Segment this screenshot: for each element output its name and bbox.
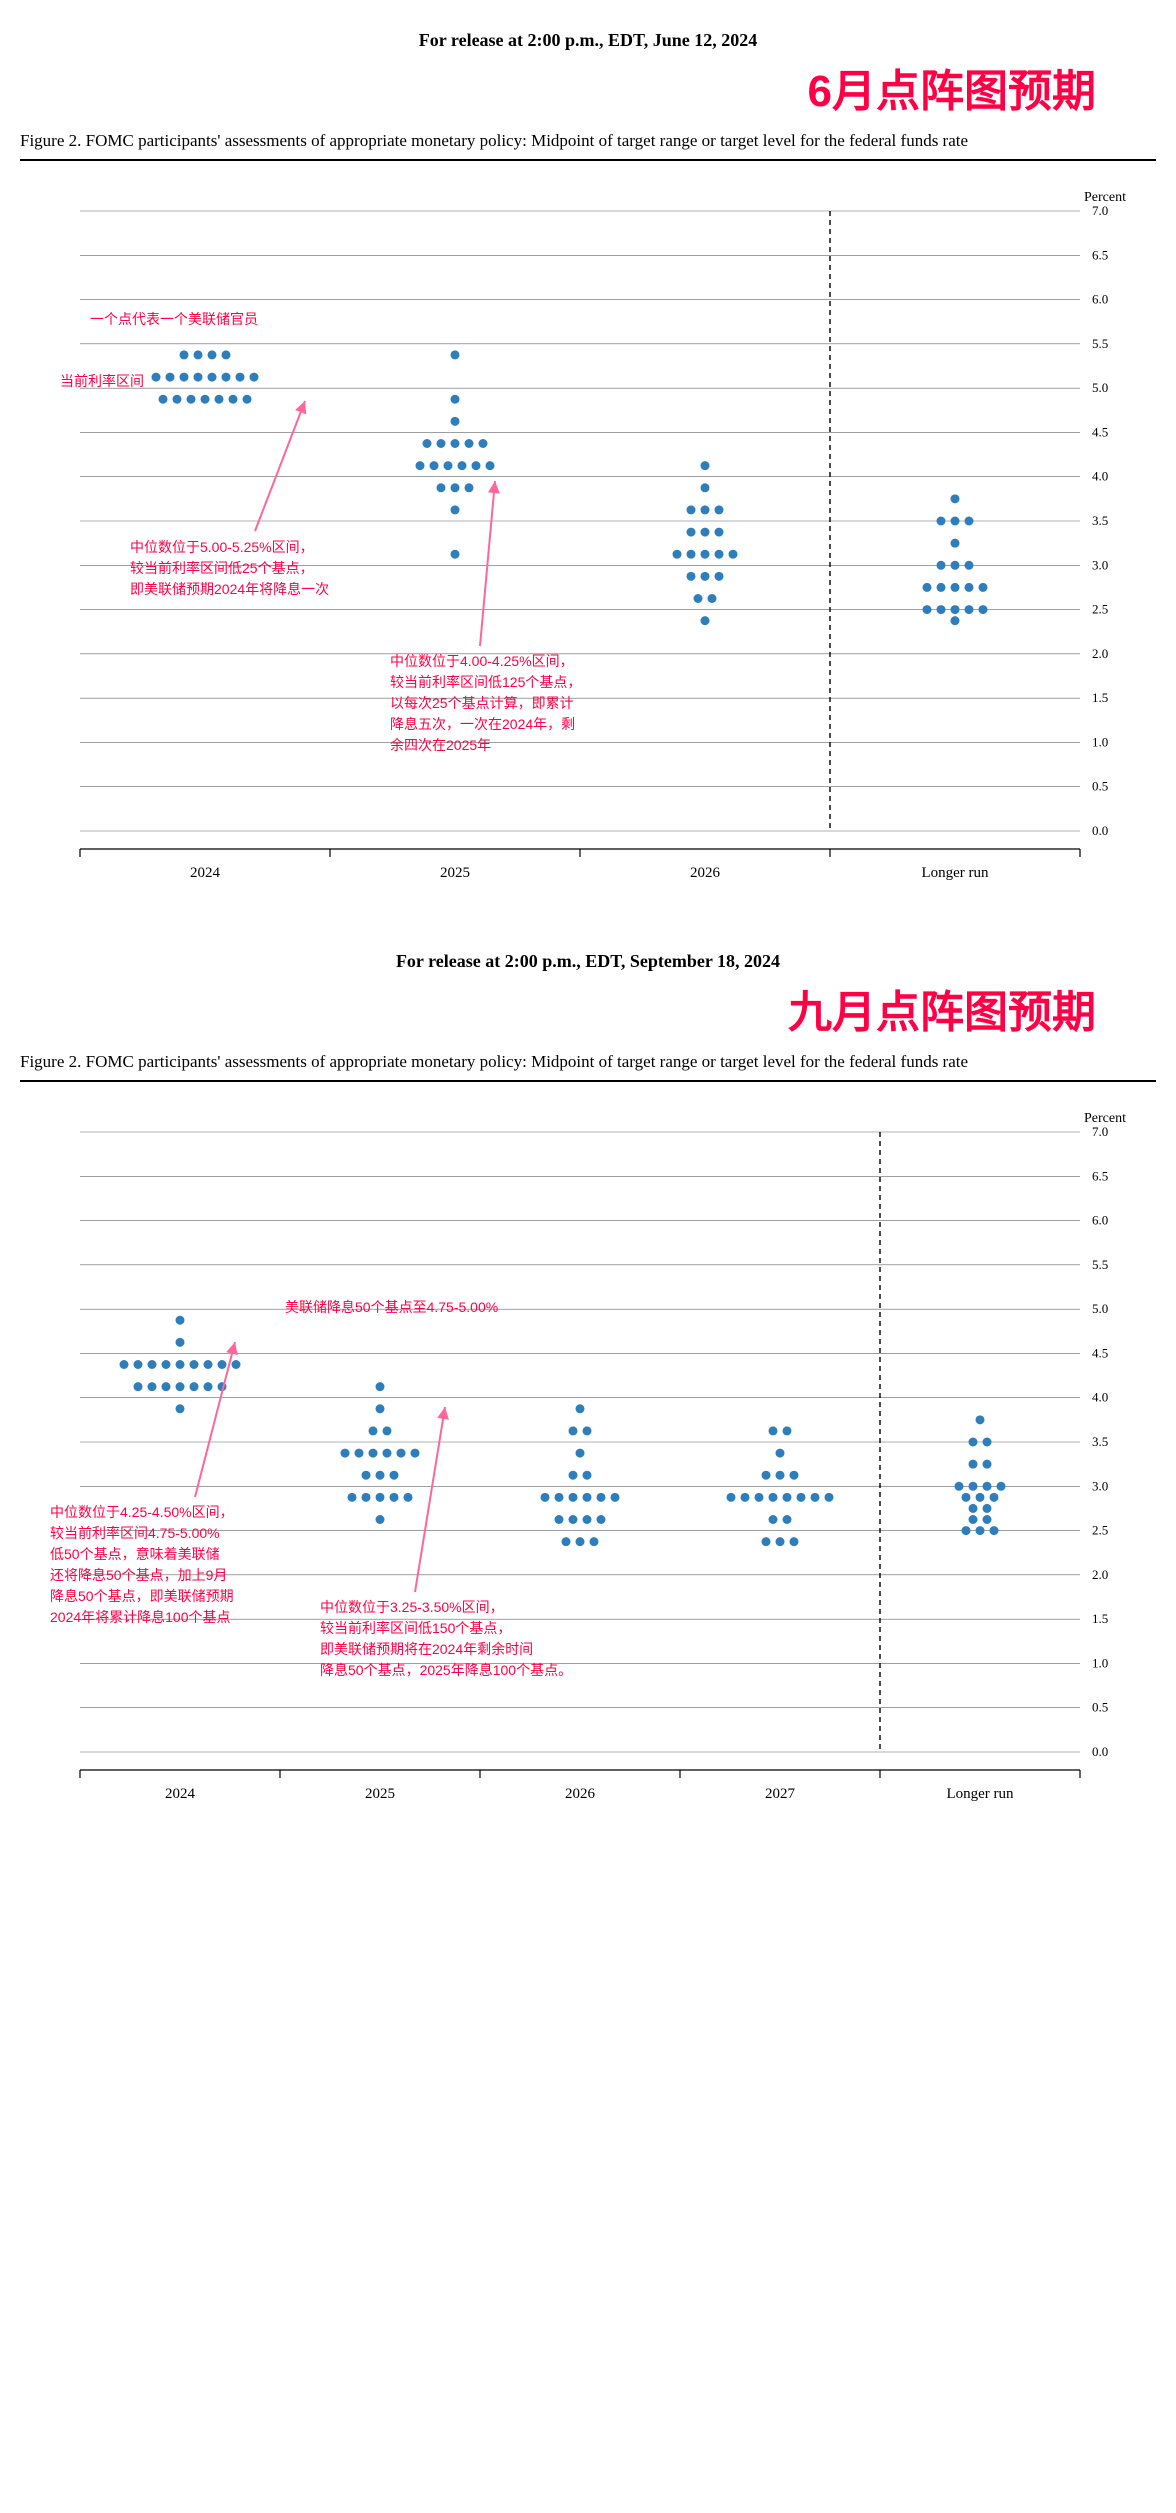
svg-text:2024: 2024 (165, 1786, 196, 1802)
svg-text:0.0: 0.0 (1092, 1744, 1108, 1759)
figure-caption-1: Figure 2. FOMC participants' assessments… (20, 129, 1156, 153)
dot-plot-1: 0.0 0.5 1.0 1.5 2.0 2.5 3.0 3.5 4.0 4.5 5.0 5.5 6.0 6… (20, 181, 1160, 891)
figure-caption-2: Figure 2. FOMC participants' assessments… (20, 1050, 1156, 1074)
svg-text:7.0: 7.0 (1092, 203, 1108, 218)
svg-text:6.5: 6.5 (1092, 247, 1108, 262)
svg-text:5.0: 5.0 (1092, 380, 1108, 395)
svg-text:4.5: 4.5 (1092, 424, 1108, 439)
annotation: 中位数位于3.25-3.50%区间， 较当前利率区间低150个基点， 即美联储预… (320, 1597, 572, 1681)
svg-text:5.0: 5.0 (1092, 1301, 1108, 1316)
svg-text:6.5: 6.5 (1092, 1168, 1108, 1183)
svg-text:2024: 2024 (190, 865, 221, 881)
annotation: 中位数位于4.25-4.50%区间， 较当前利率区间4.75-5.00% 低50… (50, 1502, 234, 1628)
big-title-1: 6月点阵图预期 (20, 55, 1096, 119)
rule-2 (20, 1080, 1156, 1082)
dot-plot-2: 0.0 0.5 1.0 1.5 2.0 2.5 3.0 3.5 4.0 4.5 5.0 5.5 6.0 6… (20, 1102, 1160, 1812)
annotation: 当前利率区间 (60, 371, 144, 392)
svg-text:4.0: 4.0 (1092, 1389, 1108, 1404)
svg-text:1.0: 1.0 (1092, 1655, 1108, 1670)
svg-text:2026: 2026 (690, 865, 721, 881)
release-line-2: For release at 2:00 p.m., EDT, September… (20, 951, 1156, 972)
svg-text:4.5: 4.5 (1092, 1345, 1108, 1360)
annotation: 一个点代表一个美联储官员 (90, 309, 258, 330)
svg-text:0.5: 0.5 (1092, 779, 1108, 794)
annotation: 中位数位于4.00-4.25%区间， 较当前利率区间低125个基点， 以每次25… (390, 651, 581, 756)
svg-text:2.5: 2.5 (1092, 1522, 1108, 1537)
svg-text:6.0: 6.0 (1092, 291, 1108, 306)
release-line-1: For release at 2:00 p.m., EDT, June 12, … (20, 30, 1156, 51)
svg-text:Percent: Percent (1084, 1111, 1126, 1126)
svg-text:2025: 2025 (440, 865, 470, 881)
svg-text:3.5: 3.5 (1092, 513, 1108, 528)
svg-text:5.5: 5.5 (1092, 336, 1108, 351)
svg-text:1.0: 1.0 (1092, 734, 1108, 749)
svg-text:5.5: 5.5 (1092, 1256, 1108, 1271)
annotation: 美联储降息50个基点至4.75-5.00% (285, 1297, 498, 1318)
svg-text:3.0: 3.0 (1092, 1478, 1108, 1493)
svg-text:2026: 2026 (565, 1786, 596, 1802)
svg-text:3.0: 3.0 (1092, 557, 1108, 572)
svg-text:1.5: 1.5 (1092, 1611, 1108, 1626)
svg-text:3.5: 3.5 (1092, 1434, 1108, 1449)
big-title-2: 九月点阵图预期 (20, 976, 1096, 1040)
svg-text:2027: 2027 (765, 1786, 796, 1802)
svg-text:2.0: 2.0 (1092, 646, 1108, 661)
svg-text:Longer run: Longer run (946, 1786, 1014, 1802)
svg-text:7.0: 7.0 (1092, 1124, 1108, 1139)
svg-text:1.5: 1.5 (1092, 690, 1108, 705)
svg-text:2025: 2025 (365, 1786, 395, 1802)
svg-text:Longer run: Longer run (921, 865, 989, 881)
svg-text:0.5: 0.5 (1092, 1699, 1108, 1714)
annotation: 中位数位于5.00-5.25%区间， 较当前利率区间低25个基点， 即美联储预期… (130, 537, 329, 600)
svg-text:6.0: 6.0 (1092, 1212, 1108, 1227)
svg-text:2.5: 2.5 (1092, 601, 1108, 616)
svg-text:Percent: Percent (1084, 190, 1126, 205)
svg-text:4.0: 4.0 (1092, 469, 1108, 484)
rule-1 (20, 159, 1156, 161)
svg-text:0.0: 0.0 (1092, 823, 1108, 838)
svg-text:2.0: 2.0 (1092, 1566, 1108, 1581)
